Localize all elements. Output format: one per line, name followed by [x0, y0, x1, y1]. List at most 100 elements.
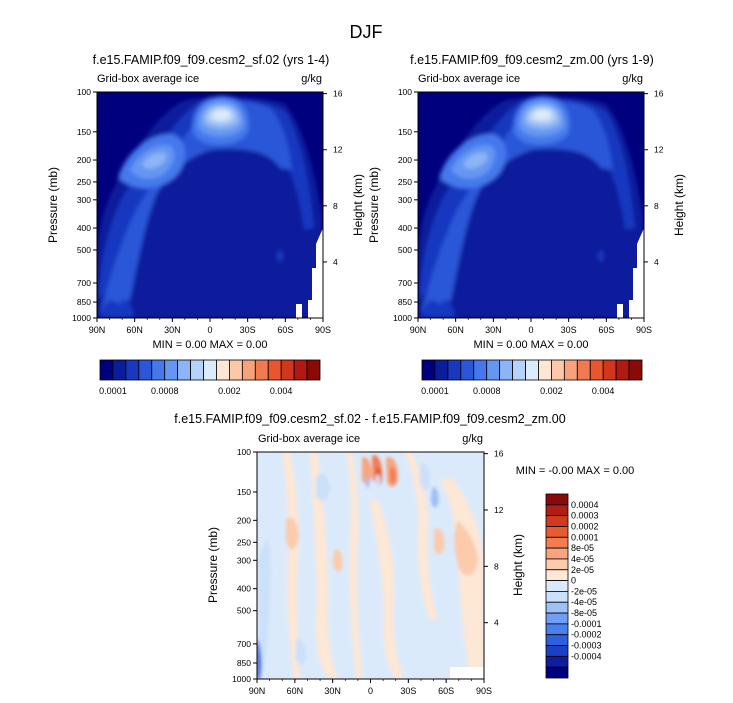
panel-difference-contour-field	[257, 452, 484, 679]
panel-zm00-minmax: MIN = 0.00 MAX = 0.00	[474, 339, 589, 351]
panel-difference-variable-label: Grid-box average ice	[258, 433, 360, 445]
panel-1-x-tick-label: 90S	[636, 325, 652, 335]
colorbar-swatch	[602, 359, 617, 381]
panel-zm00-variable-label: Grid-box average ice	[418, 73, 520, 85]
panel-2-x-tick-label: 0	[368, 686, 373, 696]
colorbar-swatch	[164, 359, 179, 381]
panel-0-y-tick-label: 250	[77, 177, 91, 187]
panel-1-y2-tick-label: 4	[654, 257, 659, 267]
panel-1-y2-tick-label: 12	[654, 145, 664, 155]
panel-1-x-tick-label: 30N	[485, 325, 502, 335]
colorbar-difference-swatch	[545, 645, 569, 657]
colorbar-difference-label: 2e-05	[571, 565, 594, 575]
panel-2-y-tick-label: 100	[237, 447, 251, 457]
colorbar-swatch	[177, 359, 191, 381]
panel-0-x-tick-label: 60S	[277, 325, 293, 335]
colorbar-difference-swatch	[545, 655, 569, 668]
colorbar-difference-swatch	[545, 591, 569, 603]
panel-sf02-minmax: MIN = 0.00 MAX = 0.00	[153, 339, 268, 351]
panel-0-x-tick-label: 30N	[164, 325, 181, 335]
colorbar-swatch	[151, 359, 166, 381]
colorbar-swatch	[306, 359, 321, 381]
colorbar-difference-label: -0.0002	[571, 630, 602, 640]
panel-1-y2-tick-label: 8	[654, 201, 659, 211]
colorbar-swatch	[99, 359, 114, 381]
panel-1-x-tick-label: 60N	[447, 325, 464, 335]
colorbar-swatch	[551, 359, 565, 381]
panel-0-y-tick-label: 500	[77, 245, 91, 255]
colorbar-difference-swatch	[545, 558, 569, 571]
colorbar-difference-swatch	[545, 666, 569, 679]
colorbar-swatch	[125, 359, 140, 381]
panel-0-y-tick-label: 700	[77, 278, 91, 288]
colorbar-difference-label: -0.0001	[571, 619, 602, 629]
colorbar-swatch	[525, 359, 539, 381]
colorbar-swatch	[267, 359, 282, 381]
colorbar-difference-swatch	[545, 612, 569, 625]
panel-sf02-title: f.e15.FAMIP.f09_f09.cesm2_sf.02 (yrs 1-4…	[93, 53, 330, 67]
panel-2-x-tick-label: 60N	[287, 686, 304, 696]
figure-title: DJF	[350, 22, 383, 42]
colorbar-swatch	[447, 359, 462, 381]
panel-1-y-tick-label: 250	[398, 177, 412, 187]
colorbar-difference-label: -0.0004	[571, 651, 602, 661]
panel-difference: f.e15.FAMIP.f09_f09.cesm2_sf.02 - f.e15.…	[174, 412, 634, 696]
panel-1-y-tick-label: 300	[398, 195, 412, 205]
panel-zm00-title: f.e15.FAMIP.f09_f09.cesm2_zm.00 (yrs 1-9…	[410, 53, 654, 67]
panel-1-x-tick-label: 90N	[410, 325, 427, 335]
panel-2-x-tick-label: 90S	[476, 686, 492, 696]
colorbar-swatch	[628, 359, 643, 381]
panel-1-y-tick-label: 850	[398, 297, 412, 307]
panel-2-y2-tick-label: 16	[494, 449, 504, 459]
panel-2-y-tick-label: 400	[237, 584, 251, 594]
colorbar-difference-label: 0	[571, 576, 576, 586]
panel-2-y-tick-label: 250	[237, 537, 251, 547]
colorbar-swatch	[203, 359, 217, 381]
panel-0-x-tick-label: 30S	[240, 325, 256, 335]
colorbar-swatch	[280, 359, 295, 381]
colorbar-label: 0.0001	[421, 386, 449, 396]
colorbar-swatch	[576, 359, 591, 381]
panel-1-x-tick-label: 0	[528, 325, 533, 335]
panel-2-y-tick-label: 200	[237, 515, 251, 525]
colorbar-difference-label: -4e-05	[571, 597, 597, 607]
panel-0-y-tick-label: 300	[77, 195, 91, 205]
colorbar-swatch	[473, 359, 488, 381]
colorbar-sf02: 0.0001 0.0008 0.002 0.004	[99, 359, 321, 396]
colorbar-difference-swatch	[545, 547, 569, 560]
panel-1-y-tick-label: 500	[398, 245, 412, 255]
colorbar-difference: 0.00040.00030.00020.00018e-054e-052e-050…	[545, 493, 602, 679]
panel-sf02-units-label: g/kg	[301, 73, 322, 85]
colorbar-difference-swatch	[545, 569, 569, 581]
panel-zm00-y-axis-title: Pressure (mb)	[367, 167, 381, 243]
colorbar-swatch	[241, 359, 256, 381]
panel-1-y2-tick-label: 16	[654, 89, 664, 99]
colorbar-difference-label: -8e-05	[571, 608, 597, 618]
colorbar-swatch	[538, 359, 552, 381]
panel-0-x-tick-label: 0	[207, 325, 212, 335]
colorbar-difference-label: -0.0003	[571, 641, 602, 651]
panel-difference-minmax: MIN = -0.00 MAX = 0.00	[516, 465, 635, 477]
panel-zm00-y2-axis-title: Height (km)	[672, 174, 686, 236]
colorbar-swatch	[216, 359, 230, 381]
colorbar-difference-swatch	[545, 623, 569, 636]
panel-0-x-tick-label: 90S	[315, 325, 331, 335]
panel-2-y-tick-label: 150	[237, 487, 251, 497]
panel-1-y-tick-label: 400	[398, 223, 412, 233]
panel-2-x-tick-label: 90N	[249, 686, 266, 696]
panel-1-y-tick-label: 700	[398, 278, 412, 288]
colorbar-difference-label: 4e-05	[571, 554, 594, 564]
panel-0-y-tick-label: 150	[77, 127, 91, 137]
panel-0-y2-tick-label: 4	[333, 257, 338, 267]
colorbar-label: 0.004	[592, 386, 615, 396]
panel-zm00: f.e15.FAMIP.f09_f09.cesm2_zm.00 (yrs 1-9…	[367, 53, 686, 351]
panel-0-y-tick-label: 1000	[72, 313, 91, 323]
panel-difference-units-label: g/kg	[462, 433, 483, 445]
colorbar-swatch	[434, 359, 449, 381]
panel-0-y2-tick-label: 12	[333, 145, 343, 155]
panel-2-y2-tick-label: 12	[494, 505, 504, 515]
colorbar-difference-label: 8e-05	[571, 543, 594, 553]
colorbar-label: 0.004	[270, 386, 293, 396]
colorbar-label: 0.0001	[99, 386, 127, 396]
panel-sf02-contour-field	[97, 92, 323, 318]
